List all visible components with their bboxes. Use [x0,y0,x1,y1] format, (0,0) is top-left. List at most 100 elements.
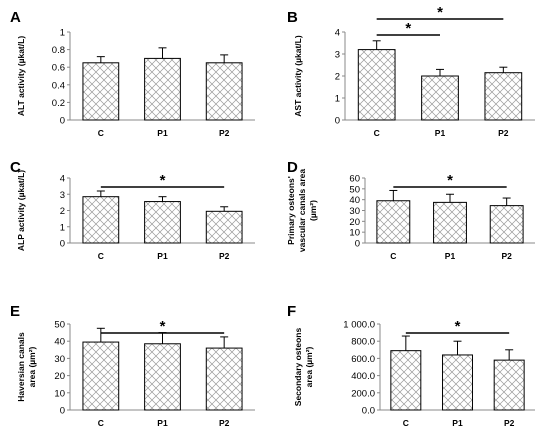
y-tick-label: 3 [60,190,65,201]
y-tick-label: 10 [54,388,65,399]
significance-star: * [455,318,461,335]
bar [484,72,523,121]
y-tick-label: 4 [60,174,65,185]
y-tick-label: 30 [54,354,65,365]
y-axis-label: area (µm²) [304,346,314,387]
category-label: C [374,128,380,138]
category-label: P2 [498,128,509,138]
y-tick-label: 3 [335,50,340,61]
category-label: P2 [501,251,512,261]
panel-f: F 0.0 200.0 400.0 600.0 800.0 1 000.0 Secondary… [287,303,535,428]
bar [357,49,396,121]
y-tick-label: 40 [349,195,360,206]
panel-letter: B [287,9,298,26]
y-tick-label: 200.0 [351,388,375,399]
panel-b: B 0 1 2 3 4 AST activity (µkat/L) C P1 P2 * * [287,4,535,138]
category-label: P1 [157,251,168,261]
bar [205,210,243,244]
panel-a: A 0 0.2 0.4 0.6 0.8 1 ALT activity (µkat/L) C P1 P… [10,9,255,138]
panel-letter: C [10,159,21,176]
y-tick-label: 800.0 [351,337,375,348]
y-tick-label: 30 [349,206,360,217]
category-label: P2 [504,418,515,428]
bar [489,205,524,244]
y-tick-label: 400.0 [351,371,375,382]
category-label: P2 [219,128,230,138]
category-label: P2 [219,251,230,261]
bar [82,341,120,411]
category-label: P2 [219,418,230,428]
significance-star: * [447,172,453,189]
y-tick-label: 1 [335,94,340,105]
category-label: P1 [435,128,446,138]
y-tick-label: 2 [60,206,65,217]
y-axis-label: ALT activity (µkat/L) [16,36,26,116]
panel-letter: D [287,159,298,176]
category-label: P1 [445,251,456,261]
y-tick-label: 600.0 [351,354,375,365]
y-axis-label: ALP activity (µkat/L) [16,170,26,251]
y-tick-label: 0 [60,239,65,250]
y-tick-label: 0.2 [52,98,65,109]
y-tick-label: 50 [54,320,65,331]
y-axis-label: Secondary osteons [293,328,303,407]
y-tick-label: 1 [60,222,65,233]
category-label: P1 [452,418,463,428]
bar [376,200,411,244]
category-label: P1 [157,418,168,428]
y-tick-label: 20 [54,371,65,382]
y-tick-label: 40 [54,337,65,348]
category-label: P1 [157,128,168,138]
bar [144,343,181,411]
significance-star: * [160,318,166,335]
bar [205,347,243,411]
y-axis-label: vascular canals area [297,169,307,252]
y-tick-label: 0.0 [362,406,375,417]
category-label: C [403,418,409,428]
category-label: C [390,251,396,261]
bar [433,201,467,244]
bar [82,196,120,244]
y-tick-label: 1 000.0 [343,320,375,331]
y-tick-label: 60 [349,174,360,185]
panel-e: E 0 10 20 30 40 50 Haversian canals area (µm²) C P… [10,303,255,428]
significance-star: * [437,4,443,21]
bar [205,62,243,121]
y-axis-label: Primary osteons' [286,176,296,245]
significance-star: * [160,172,166,189]
bar [442,354,473,411]
panel-letter: A [10,9,21,26]
y-tick-label: 1 [60,28,65,39]
panel-letter: F [287,303,296,320]
y-tick-label: 20 [349,217,360,228]
y-tick-label: 0.8 [52,45,65,56]
y-axis-label: AST activity (µkat/L) [293,35,303,117]
bar [421,75,459,121]
bar [144,57,181,121]
y-tick-label: 0 [60,406,65,417]
y-tick-label: 4 [335,28,340,39]
y-tick-label: 0 [355,239,360,250]
panel-letter: E [10,303,20,320]
bar [390,350,422,411]
category-label: C [98,128,104,138]
significance-star: * [405,20,411,37]
y-tick-label: 0.6 [52,63,65,74]
y-tick-label: 2 [335,72,340,83]
y-axis-label: Haversian canals [16,332,26,402]
bar [144,201,181,244]
y-tick-label: 0 [335,116,340,127]
category-label: C [98,418,104,428]
bar [82,62,120,121]
y-tick-label: 50 [349,184,360,195]
bar [493,359,525,411]
y-tick-label: 0 [60,116,65,127]
category-label: C [98,251,104,261]
y-axis-label: area (µm²) [27,346,37,387]
y-tick-label: 10 [349,228,360,239]
y-tick-label: 0.4 [52,80,65,91]
y-axis-label: (µm²) [308,200,318,221]
